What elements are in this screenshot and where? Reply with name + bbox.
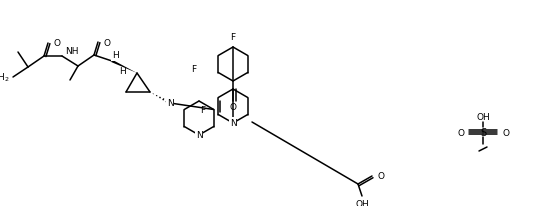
Text: O: O	[230, 103, 237, 112]
Text: H: H	[119, 67, 126, 76]
Text: O: O	[103, 38, 110, 47]
Text: NH$_2$: NH$_2$	[0, 71, 10, 84]
Text: NH: NH	[65, 47, 79, 56]
Polygon shape	[111, 61, 137, 74]
Text: F: F	[191, 65, 196, 74]
Text: N: N	[167, 99, 173, 108]
Text: O: O	[377, 172, 384, 181]
Text: N: N	[230, 119, 236, 128]
Text: OH: OH	[476, 113, 490, 122]
Text: O: O	[53, 39, 60, 48]
Text: S: S	[480, 127, 486, 137]
Text: O: O	[457, 128, 464, 137]
Text: F: F	[200, 105, 206, 115]
Text: H: H	[112, 51, 118, 60]
Text: O: O	[502, 128, 509, 137]
Text: F: F	[230, 33, 236, 42]
Text: OH: OH	[355, 200, 369, 206]
Text: N: N	[195, 131, 203, 140]
